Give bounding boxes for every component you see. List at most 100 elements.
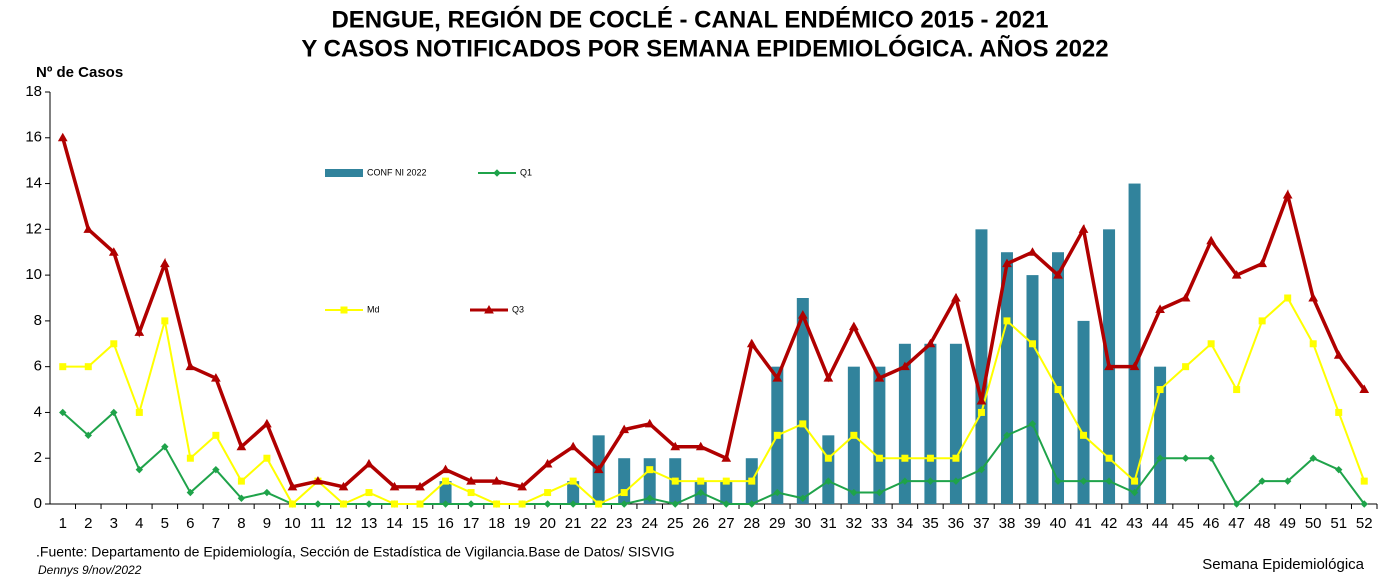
point — [338, 481, 349, 491]
point — [824, 454, 832, 462]
x-tick-label: 38 — [999, 515, 1016, 532]
point — [1131, 477, 1139, 485]
point — [1155, 304, 1165, 313]
point — [389, 481, 400, 491]
point — [365, 489, 373, 497]
x-tick-label: 46 — [1203, 515, 1220, 532]
point — [695, 441, 706, 451]
x-tick-label: 26 — [692, 515, 709, 532]
point — [1027, 247, 1038, 256]
x-tick-label: 25 — [667, 515, 684, 532]
point — [1104, 361, 1114, 371]
x-tick-label: 24 — [641, 515, 658, 532]
x-tick-label: 14 — [386, 515, 403, 532]
x-tick-label: 52 — [1356, 515, 1373, 532]
chart-title: DENGUE, REGIÓN DE COCLÉ - CANAL ENDÉMICO… — [331, 5, 1048, 33]
point — [1079, 477, 1088, 485]
point — [977, 408, 985, 416]
bar — [439, 481, 452, 504]
point — [1156, 454, 1164, 462]
x-tick-label: 5 — [161, 515, 169, 532]
chart-title: Y CASOS NOTIFICADOS POR SEMANA EPIDEMIOL… — [301, 34, 1108, 62]
x-tick-label: 22 — [590, 515, 607, 532]
point — [1207, 454, 1215, 462]
source-note: .Fuente: Departamento de Epidemiología, … — [36, 544, 675, 560]
point — [518, 500, 526, 508]
point — [313, 476, 323, 485]
point — [185, 361, 196, 371]
legend-label: Q3 — [512, 304, 524, 314]
point — [824, 477, 833, 485]
point — [976, 395, 987, 405]
x-tick-label: 49 — [1279, 515, 1296, 532]
bar — [720, 481, 733, 504]
point — [186, 488, 195, 497]
x-tick-label: 10 — [284, 515, 301, 532]
legend-label: CONF NI 2022 — [367, 167, 427, 177]
point — [1105, 454, 1113, 462]
x-tick-label: 44 — [1152, 515, 1169, 532]
point — [1130, 488, 1139, 497]
x-tick-label: 13 — [361, 515, 378, 532]
point — [1003, 317, 1011, 325]
point — [237, 477, 245, 485]
x-tick-label: 33 — [871, 515, 888, 532]
point — [263, 454, 271, 462]
point — [212, 431, 220, 439]
x-tick-label: 4 — [135, 515, 143, 532]
y-tick-label: 14 — [25, 175, 42, 192]
point — [287, 481, 298, 491]
x-tick-label: 40 — [1050, 515, 1067, 532]
point — [1028, 340, 1036, 348]
point — [823, 373, 834, 382]
point — [926, 454, 934, 462]
point — [1283, 477, 1292, 485]
point — [1232, 500, 1241, 508]
y-tick-label: 10 — [25, 266, 42, 283]
x-tick-label: 3 — [110, 515, 118, 532]
point — [874, 373, 885, 382]
point — [772, 373, 783, 382]
point — [517, 481, 527, 491]
x-tick-label: 45 — [1177, 515, 1194, 532]
x-tick-label: 48 — [1254, 515, 1271, 532]
x-tick-label: 8 — [237, 515, 245, 532]
point — [619, 424, 630, 434]
x-tick-label: 47 — [1228, 515, 1245, 532]
point — [1309, 340, 1317, 348]
point — [593, 464, 604, 474]
point — [364, 458, 374, 468]
x-tick-label: 27 — [718, 515, 735, 532]
point — [799, 420, 807, 428]
x-tick-label: 7 — [212, 515, 220, 532]
point — [901, 454, 909, 462]
point — [57, 132, 68, 142]
line — [61, 137, 1366, 489]
bar — [618, 458, 631, 504]
x-tick-label: 41 — [1075, 515, 1092, 532]
x-tick-label: 28 — [743, 515, 760, 532]
point — [748, 477, 756, 485]
point — [722, 477, 730, 485]
point — [288, 500, 296, 508]
point — [1282, 189, 1293, 199]
legend-label: Q1 — [520, 167, 532, 177]
point — [415, 481, 425, 491]
point — [1002, 258, 1012, 268]
x-tick-label: 32 — [846, 515, 863, 532]
y-tick-label: 12 — [25, 220, 42, 237]
point — [797, 310, 808, 319]
legend-marker — [340, 306, 348, 314]
point — [441, 500, 450, 508]
x-tick-label: 2 — [84, 515, 92, 532]
x-tick-label: 29 — [769, 515, 786, 532]
x-tick-label: 18 — [488, 515, 505, 532]
point — [161, 443, 169, 451]
point — [721, 453, 732, 462]
point — [1258, 477, 1266, 485]
author-note: Dennys 9/nov/2022 — [38, 563, 142, 577]
point — [1207, 340, 1215, 348]
bar — [975, 229, 988, 505]
point — [951, 292, 961, 302]
